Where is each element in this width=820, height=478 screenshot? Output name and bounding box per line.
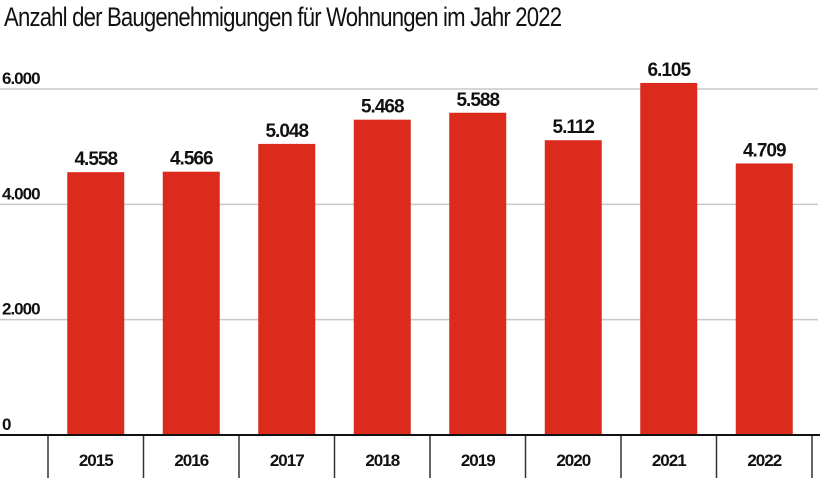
data-label: 6.105 [647,60,691,81]
x-tick-label: 2022 [747,451,781,470]
bar-2022 [735,163,793,435]
data-label: 5.112 [553,117,595,138]
data-label: 5.468 [361,97,404,118]
y-tick-label: 6.000 [2,69,40,88]
x-tick-label: 2017 [270,451,304,470]
data-label: 5.588 [456,90,499,111]
x-tick-label: 2016 [174,451,208,470]
x-tick-label: 2018 [365,451,399,470]
chart-title: Anzahl der Baugenehmigungen für Wohnunge… [4,2,562,32]
data-label: 5.048 [265,121,308,142]
bar-2020 [544,140,602,435]
bar-2018 [353,119,411,436]
data-label: 4.558 [74,149,117,170]
x-tick-label: 2021 [652,451,686,470]
x-tick-label: 2019 [461,451,495,470]
y-tick-label: 4.000 [2,184,40,203]
x-tick-label: 2015 [79,451,113,470]
bar-2017 [258,143,316,435]
x-tick-label: 2020 [556,451,590,470]
y-tick-label: 2.000 [2,300,40,319]
data-label: 4.709 [743,140,786,161]
bar-2021 [640,82,698,435]
bar-2016 [162,171,220,435]
bar-2015 [67,172,125,435]
bar-2019 [449,112,507,435]
data-label: 4.566 [170,149,213,170]
y-tick-label: 0 [2,415,11,434]
